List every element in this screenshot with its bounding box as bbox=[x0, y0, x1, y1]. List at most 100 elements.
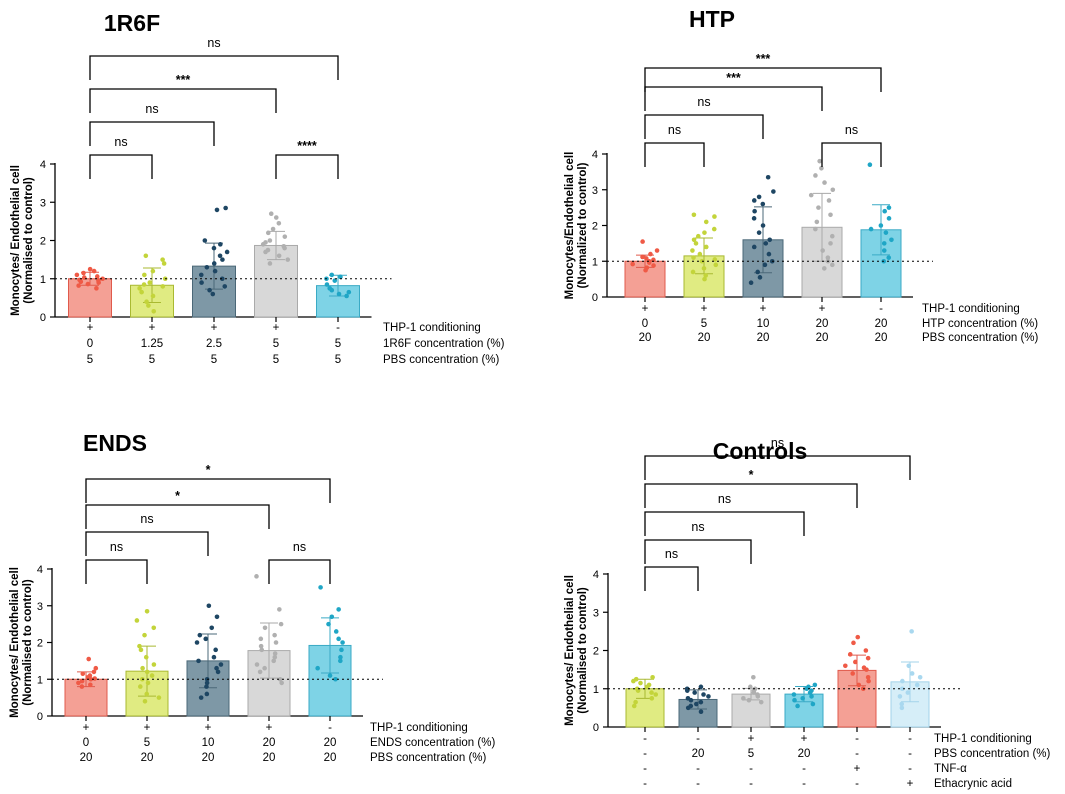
data-point bbox=[752, 686, 758, 692]
data-point bbox=[648, 251, 653, 257]
data-point bbox=[817, 158, 822, 164]
condition-value: - bbox=[336, 322, 340, 334]
y-axis-label-line: Monocytes/ Endothelial cell bbox=[9, 567, 21, 718]
data-point bbox=[333, 629, 339, 634]
data-point bbox=[638, 680, 643, 686]
data-point bbox=[757, 275, 763, 280]
data-point bbox=[79, 678, 85, 684]
data-point bbox=[85, 281, 91, 287]
significance-bracket bbox=[644, 86, 823, 111]
data-point bbox=[76, 283, 81, 288]
data-point bbox=[644, 265, 650, 270]
data-point bbox=[863, 648, 869, 653]
y-tick-label: 0 bbox=[592, 292, 598, 304]
data-point bbox=[332, 278, 338, 283]
data-point bbox=[828, 241, 833, 246]
significance-bracket bbox=[644, 483, 858, 508]
data-point bbox=[211, 654, 217, 660]
y-axis-label-line: (Normalised to control) bbox=[577, 587, 589, 714]
data-point bbox=[865, 674, 871, 680]
data-point bbox=[900, 678, 905, 684]
condition-value: 5 bbox=[335, 354, 341, 366]
data-point bbox=[640, 239, 645, 244]
condition-value: 5 bbox=[701, 318, 707, 330]
data-point bbox=[144, 669, 150, 675]
y-tick-label: 4 bbox=[37, 564, 43, 576]
data-point bbox=[326, 621, 331, 627]
condition-value: 5 bbox=[211, 354, 217, 366]
data-point bbox=[87, 673, 93, 678]
data-point bbox=[699, 258, 705, 264]
data-point bbox=[277, 676, 283, 682]
data-point bbox=[685, 696, 691, 701]
data-point bbox=[140, 665, 145, 671]
significance-label: ns bbox=[140, 512, 153, 526]
data-point bbox=[277, 607, 282, 612]
data-point bbox=[634, 686, 640, 692]
significance-label: ns bbox=[771, 436, 784, 450]
data-point bbox=[900, 686, 905, 692]
data-point bbox=[698, 699, 704, 705]
condition-label: ENDS concentration (%) bbox=[370, 737, 495, 749]
data-point bbox=[271, 658, 277, 664]
condition-value: 20 bbox=[639, 332, 652, 344]
significance-label: ns bbox=[665, 547, 678, 561]
data-point bbox=[698, 684, 704, 690]
data-point bbox=[756, 194, 762, 200]
condition-value: 20 bbox=[757, 332, 770, 344]
significance-label: ns bbox=[697, 95, 710, 109]
data-point bbox=[204, 680, 210, 686]
data-point bbox=[268, 211, 274, 217]
condition-value: 20 bbox=[698, 332, 711, 344]
data-point bbox=[691, 237, 697, 243]
significance-label: ns bbox=[718, 492, 731, 506]
data-point bbox=[631, 703, 637, 709]
significance-bracket bbox=[644, 142, 705, 167]
data-point bbox=[650, 674, 655, 680]
data-point bbox=[196, 658, 201, 664]
condition-value: 0 bbox=[87, 338, 93, 350]
data-point bbox=[812, 682, 818, 688]
significance-label: ns bbox=[110, 540, 123, 554]
data-point bbox=[694, 701, 699, 707]
data-point bbox=[273, 640, 279, 645]
data-point bbox=[703, 219, 709, 225]
data-point bbox=[828, 212, 833, 218]
data-point bbox=[265, 230, 271, 236]
data-point bbox=[800, 696, 806, 701]
data-point bbox=[327, 286, 332, 291]
data-point bbox=[151, 625, 157, 631]
data-point bbox=[267, 238, 273, 243]
condition-label: THP-1 conditioning bbox=[370, 722, 468, 734]
data-point bbox=[914, 682, 920, 688]
data-point bbox=[711, 226, 717, 232]
data-point bbox=[856, 682, 862, 688]
condition-value: - bbox=[802, 763, 806, 775]
condition-value: 5 bbox=[748, 748, 754, 760]
data-point bbox=[765, 174, 771, 180]
data-point bbox=[198, 272, 204, 278]
condition-value: 20 bbox=[80, 752, 93, 764]
chart-panel-3: Controls Monocytes/ Endothelial cell(Norm… bbox=[564, 436, 1051, 790]
data-point bbox=[633, 699, 638, 705]
y-tick-label: 4 bbox=[592, 149, 598, 161]
condition-value: 10 bbox=[202, 737, 215, 749]
data-point bbox=[214, 665, 219, 671]
data-point bbox=[701, 266, 707, 271]
data-point bbox=[698, 709, 704, 714]
y-tick-label: 2 bbox=[40, 236, 46, 248]
condition-label: PBS concentration (%) bbox=[370, 752, 487, 764]
data-point bbox=[259, 647, 265, 653]
data-point bbox=[206, 603, 212, 609]
condition-value: + bbox=[144, 722, 151, 734]
condition-value: + bbox=[205, 722, 212, 734]
data-point bbox=[91, 268, 97, 274]
y-tick-label: 3 bbox=[40, 197, 46, 209]
condition-value: - bbox=[749, 763, 753, 775]
y-tick-label: 0 bbox=[593, 722, 599, 734]
data-point bbox=[197, 632, 203, 638]
y-tick-label: 1 bbox=[40, 274, 46, 286]
data-point bbox=[346, 289, 352, 295]
condition-value: - bbox=[643, 778, 647, 790]
data-point bbox=[254, 662, 260, 667]
